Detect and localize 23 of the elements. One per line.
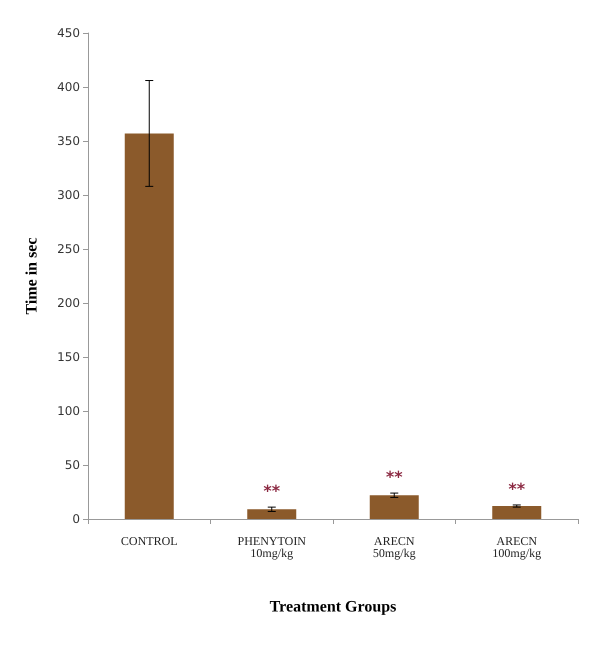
y-tick-label: 300 [57, 188, 80, 202]
y-tick-label: 350 [57, 134, 80, 148]
y-tick-label: 100 [57, 404, 80, 418]
y-tick-label: 250 [57, 242, 80, 256]
y-tick-label: 50 [64, 458, 80, 472]
x-tick-label: PHENYTOIN 10mg/kg [238, 534, 306, 560]
y-axis-title: Time in sec [24, 237, 40, 315]
annotation: ** [386, 468, 404, 487]
bar [492, 506, 542, 519]
x-tick-label: CONTROL [120, 534, 178, 548]
annotation: ** [508, 479, 526, 498]
bar [370, 495, 419, 519]
x-tick-label: ARECN 100mg/kg [492, 534, 542, 560]
y-tick-label: 200 [57, 296, 80, 310]
x-axis-title: Treatment Groups [270, 598, 396, 616]
y-tick-label: 150 [57, 350, 80, 364]
bar [124, 133, 174, 519]
bar [247, 509, 296, 519]
y-tick-label: 450 [57, 26, 80, 40]
x-tick-label: ARECN 50mg/kg [372, 534, 416, 560]
annotation: ** [263, 482, 281, 501]
y-tick-label: 0 [72, 512, 80, 526]
y-tick-label: 400 [57, 80, 80, 94]
